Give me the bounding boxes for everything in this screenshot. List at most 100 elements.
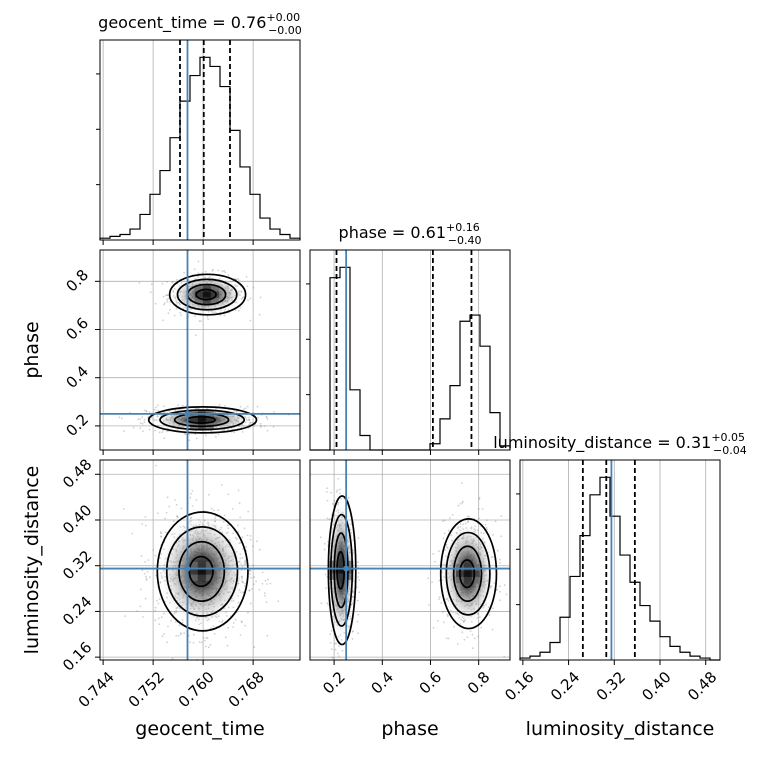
scatter-geocent_time-vs-phase-point xyxy=(207,318,210,320)
scatter-geocent_time-vs-luminosity_distance-point xyxy=(207,646,210,649)
scatter-phase-vs-luminosity_distance-point xyxy=(499,585,501,588)
scatter-geocent_time-vs-luminosity_distance-point xyxy=(171,657,174,660)
ytick-label-luminosity_distance-4: 0.48 xyxy=(59,455,95,491)
scatter-phase-vs-luminosity_distance-contour-3 xyxy=(439,518,498,630)
scatter-geocent_time-vs-luminosity_distance-point xyxy=(200,641,203,644)
scatter-geocent_time-vs-phase-point xyxy=(161,282,164,285)
scatter-geocent_time-vs-phase-point xyxy=(167,312,170,315)
scatter-geocent_time-vs-luminosity_distance-point xyxy=(177,634,180,637)
scatter-geocent_time-vs-luminosity_distance-point xyxy=(210,627,212,630)
xtick-label-phase-0: 0.2 xyxy=(319,668,349,698)
scatter-geocent_time-vs-phase-point xyxy=(200,320,202,322)
scatter-geocent_time-vs-luminosity_distance-point xyxy=(161,635,164,638)
scatter-geocent_time-vs-phase-point xyxy=(259,296,262,299)
scatter-phase-vs-luminosity_distance-point xyxy=(437,619,439,622)
scatter-geocent_time-vs-luminosity_distance-point xyxy=(206,637,209,640)
scatter-geocent_time-vs-phase-point xyxy=(194,334,197,337)
scatter-geocent_time-vs-phase-point xyxy=(260,425,262,427)
scatter-geocent_time-vs-phase-point xyxy=(166,430,169,433)
scatter-geocent_time-vs-phase-point xyxy=(266,429,269,432)
ytick-label-phase-0: 0.2 xyxy=(62,410,92,440)
scatter-geocent_time-vs-luminosity_distance-point xyxy=(192,642,195,644)
scatter-phase-vs-luminosity_distance-point xyxy=(357,576,360,578)
scatter-geocent_time-vs-phase-point xyxy=(218,403,221,406)
scatter-phase-vs-luminosity_distance-point xyxy=(461,500,464,503)
scatter-phase-vs-luminosity_distance-point xyxy=(339,488,341,491)
scatter-geocent_time-vs-luminosity_distance-point xyxy=(191,489,194,492)
scatter-phase-vs-luminosity_distance-point xyxy=(512,620,514,622)
scatter-geocent_time-vs-luminosity_distance-point xyxy=(167,625,169,628)
scatter-geocent_time-vs-luminosity_distance-point xyxy=(248,569,251,572)
scatter-geocent_time-vs-luminosity_distance-point xyxy=(149,576,151,578)
scatter-geocent_time-vs-luminosity_distance-point xyxy=(159,531,162,534)
scatter-geocent_time-vs-phase-point xyxy=(243,408,245,411)
scatter-geocent_time-vs-luminosity_distance-point xyxy=(160,536,163,538)
scatter-geocent_time-vs-luminosity_distance-point xyxy=(145,577,148,580)
scatter-phase-vs-luminosity_distance-point xyxy=(319,536,322,539)
scatter-geocent_time-vs-luminosity_distance-point xyxy=(239,634,242,636)
scatter-geocent_time-vs-phase-point xyxy=(212,268,214,271)
scatter-geocent_time-vs-phase-point xyxy=(98,418,100,420)
scatter-geocent_time-vs-phase-bin xyxy=(210,291,219,298)
xtick-label-geocent_time-1: 0.752 xyxy=(125,668,168,711)
scatter-phase-vs-luminosity_distance-point xyxy=(500,515,503,517)
scatter-geocent_time-vs-phase-point xyxy=(194,433,197,435)
scatter-phase-vs-luminosity_distance-point xyxy=(438,598,440,600)
xtick-label-geocent_time-3: 0.768 xyxy=(225,668,268,711)
xtick-label-luminosity_distance-4: 0.48 xyxy=(684,668,720,704)
scatter-geocent_time-vs-phase-point xyxy=(123,430,125,433)
scatter-geocent_time-vs-luminosity_distance-point xyxy=(247,611,249,614)
scatter-geocent_time-vs-phase-point xyxy=(183,271,186,274)
scatter-geocent_time-vs-phase-point xyxy=(148,411,151,413)
scatter-geocent_time-vs-phase-point xyxy=(145,410,148,413)
scatter-geocent_time-vs-luminosity_distance-truth-point xyxy=(184,565,191,572)
scatter-geocent_time-vs-luminosity_distance-point xyxy=(217,509,220,511)
scatter-geocent_time-vs-phase-point xyxy=(183,432,186,435)
scatter-geocent_time-vs-luminosity_distance-point xyxy=(124,615,126,617)
scatter-geocent_time-vs-luminosity_distance-point xyxy=(140,588,142,591)
scatter-phase-vs-luminosity_distance-point xyxy=(468,515,470,518)
scatter-geocent_time-vs-luminosity_distance-point xyxy=(239,541,242,544)
scatter-phase-vs-luminosity_distance-point xyxy=(336,652,339,655)
scatter-phase-vs-luminosity_distance-point xyxy=(443,519,446,522)
scatter-phase-vs-luminosity_distance-point xyxy=(478,517,481,520)
scatter-phase-vs-luminosity_distance-point xyxy=(445,637,448,640)
scatter-phase-vs-luminosity_distance-point xyxy=(427,577,429,580)
scatter-geocent_time-vs-luminosity_distance-point xyxy=(160,532,163,535)
scatter-phase-vs-luminosity_distance-point xyxy=(341,649,344,652)
scatter-geocent_time-vs-luminosity_distance-point xyxy=(227,493,230,496)
scatter-phase-vs-luminosity_distance-point xyxy=(449,517,451,520)
scatter-geocent_time-vs-phase-bin xyxy=(197,416,206,424)
scatter-geocent_time-vs-luminosity_distance-content xyxy=(100,460,300,660)
scatter-phase-vs-luminosity_distance-point xyxy=(343,436,345,438)
scatter-geocent_time-vs-phase-point xyxy=(272,425,275,428)
scatter-geocent_time-vs-phase-point xyxy=(188,433,191,436)
scatter-geocent_time-vs-luminosity_distance-point xyxy=(142,616,144,618)
scatter-geocent_time-vs-phase-point xyxy=(224,271,227,274)
scatter-geocent_time-vs-luminosity_distance-point xyxy=(256,540,258,543)
scatter-geocent_time-vs-luminosity_distance-point xyxy=(158,598,161,600)
scatter-geocent_time-vs-phase-point xyxy=(204,434,207,437)
scatter-phase-vs-luminosity_distance-point xyxy=(528,598,530,600)
scatter-geocent_time-vs-phase-bin xyxy=(205,416,214,424)
scatter-phase-vs-luminosity_distance-point xyxy=(333,642,336,645)
scatter-geocent_time-vs-phase-point xyxy=(150,283,153,286)
scatter-phase-vs-luminosity_distance-point xyxy=(461,502,464,504)
scatter-geocent_time-vs-luminosity_distance-point xyxy=(166,641,168,644)
scatter-phase-vs-luminosity_distance-point xyxy=(329,641,332,644)
scatter-geocent_time-vs-phase-point xyxy=(233,431,236,434)
scatter-phase-vs-luminosity_distance-point xyxy=(446,613,449,616)
scatter-phase-vs-luminosity_distance-point xyxy=(492,607,494,610)
scatter-geocent_time-vs-phase-point xyxy=(239,405,242,408)
scatter-geocent_time-vs-phase-point xyxy=(163,405,165,408)
scatter-geocent_time-vs-luminosity_distance-point xyxy=(242,591,245,594)
title-phase-minus: −0.40 xyxy=(448,234,482,247)
scatter-phase-vs-luminosity_distance-point xyxy=(357,599,359,602)
title-luminosity_distance-plus: +0.05 xyxy=(711,431,745,444)
scatter-geocent_time-vs-luminosity_distance-point xyxy=(170,619,173,622)
scatter-geocent_time-vs-luminosity_distance-bin xyxy=(189,561,198,569)
scatter-geocent_time-vs-luminosity_distance-point xyxy=(164,531,167,534)
title-luminosity_distance-minus: −0.04 xyxy=(713,444,747,457)
scatter-phase-vs-luminosity_distance-point xyxy=(335,490,338,493)
